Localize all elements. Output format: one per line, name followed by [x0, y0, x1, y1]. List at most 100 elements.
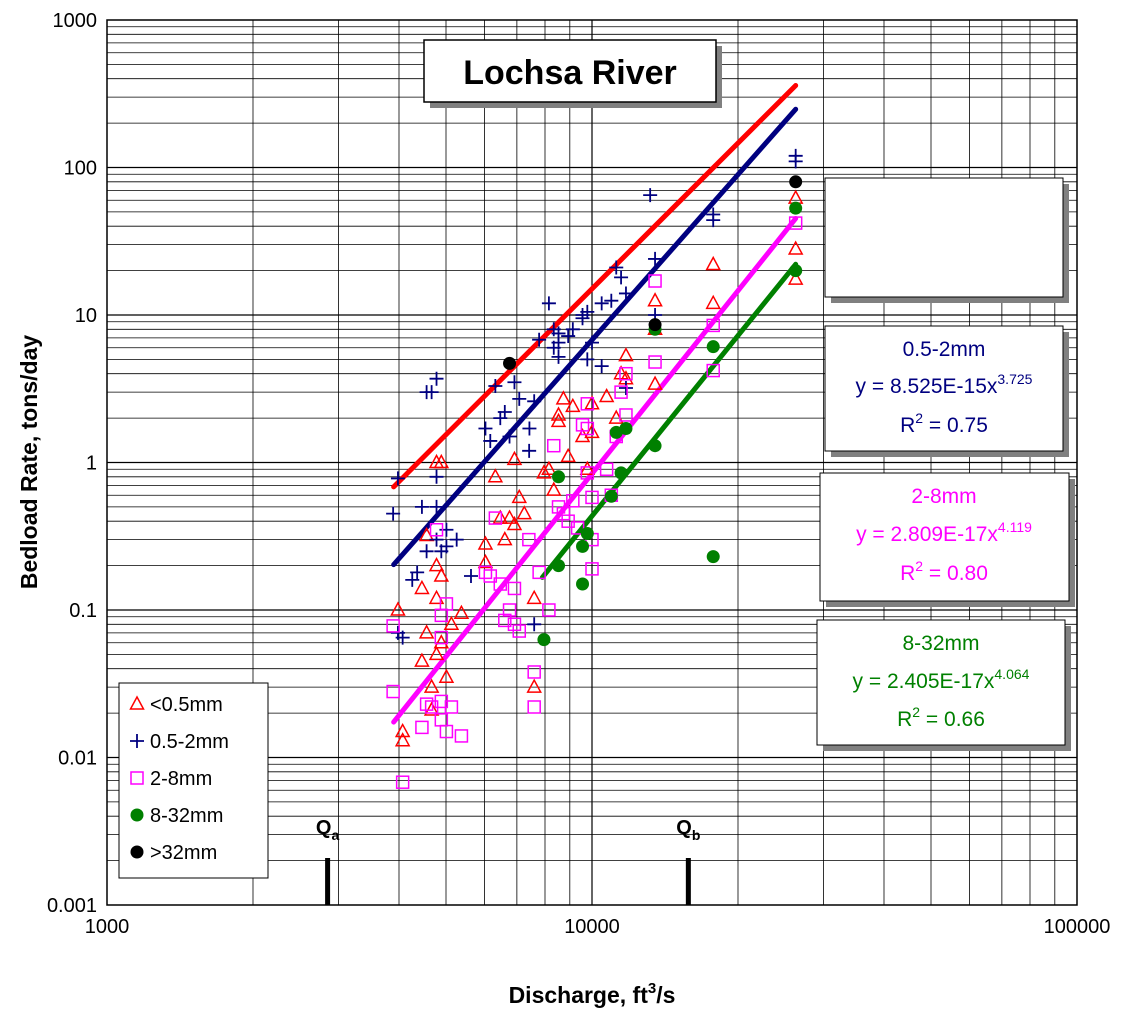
- data-point: [429, 499, 444, 514]
- data-point: [419, 544, 434, 559]
- data-point: [580, 397, 595, 411]
- data-point: [493, 577, 508, 591]
- x-axis-title-main: Discharge, ft: [509, 982, 649, 1008]
- data-point: [648, 251, 663, 266]
- data-point: [619, 366, 633, 381]
- data-point: [433, 567, 450, 582]
- data-point: [594, 359, 609, 374]
- data-point: [594, 296, 609, 311]
- y-tick-label: 1: [86, 453, 97, 475]
- legend-label: 8-32mm: [150, 805, 223, 827]
- data-point: [648, 274, 662, 288]
- chart-title: Lochsa River: [463, 54, 677, 92]
- data-point: [599, 462, 614, 476]
- data-point: [547, 438, 561, 453]
- data-point: [584, 395, 600, 410]
- blank-box-frame: [824, 177, 1064, 298]
- data-point: [613, 365, 629, 380]
- legend-items: <0.5mm 0.5-2mm 2-8mm 8-32mm >32mm: [129, 694, 229, 864]
- y-tick-label: 0.01: [58, 748, 97, 770]
- data-point: [405, 572, 420, 587]
- eq-r2-value: = 0.75: [923, 414, 988, 437]
- data-point: [414, 652, 430, 667]
- data-point: [497, 404, 512, 419]
- data-point: [395, 775, 410, 789]
- eq-r2-label: R: [900, 562, 915, 585]
- data-point: [419, 697, 434, 711]
- fit-line: [391, 215, 799, 725]
- data-point: [546, 481, 562, 496]
- data-point: [449, 532, 464, 547]
- data-point: [706, 318, 720, 333]
- data-point: [614, 466, 628, 480]
- data-point: [706, 363, 720, 378]
- data-point: [443, 615, 460, 631]
- data-point: [788, 216, 803, 230]
- data-point: [648, 439, 662, 453]
- data-point: [438, 668, 455, 683]
- data-point: [522, 421, 537, 436]
- data-point: [575, 418, 590, 432]
- data-point: [576, 577, 590, 591]
- data-point: [565, 397, 581, 413]
- q-marker-subscript: a: [331, 827, 339, 843]
- data-point: [580, 421, 595, 436]
- data-point: [536, 464, 552, 479]
- data-point: [483, 569, 498, 583]
- y-tick-label: 0.001: [47, 895, 97, 917]
- data-point: [483, 433, 498, 448]
- data-point: [415, 720, 429, 735]
- eq-formula-exp: 3.725: [997, 371, 1032, 387]
- data-point: [410, 565, 425, 580]
- data-point: [527, 665, 541, 679]
- data-point: [522, 532, 536, 547]
- data-point: [502, 603, 517, 617]
- data-point: [516, 505, 533, 520]
- eq-formula: y = 2.405E-17x4.064: [853, 666, 1030, 693]
- data-point: [478, 565, 493, 580]
- legend-marker: [130, 845, 144, 859]
- data-point: [444, 700, 459, 714]
- y-tick-label: 10: [75, 305, 97, 327]
- data-point: [705, 294, 721, 310]
- data-point: [498, 613, 512, 628]
- data-point: [477, 535, 494, 550]
- data-point: [386, 684, 400, 699]
- data-point: [618, 347, 634, 362]
- data-point: [477, 553, 494, 569]
- x-axis-title-tail: /s: [656, 982, 675, 1008]
- data-point: [463, 569, 478, 584]
- x-axis-title: Discharge, ft3/s: [509, 980, 676, 1008]
- data-point: [585, 562, 599, 576]
- fit-line: [391, 106, 799, 568]
- data-point: [439, 597, 454, 611]
- data-point: [619, 408, 633, 422]
- data-point: [428, 645, 445, 661]
- eq-box-frame: [819, 472, 1070, 602]
- data-point: [492, 509, 509, 524]
- data-point: [552, 559, 566, 573]
- q-marker-letter: Q: [316, 817, 332, 839]
- fit-line: [539, 261, 799, 580]
- data-point: [706, 213, 721, 228]
- data-point: [439, 724, 454, 739]
- eq-formula: y = 8.525E-15x3.725: [856, 371, 1033, 398]
- eq-formula: y = 2.809E-17x4.119: [856, 519, 1032, 546]
- data-point: [788, 154, 803, 169]
- data-point: [386, 619, 400, 633]
- data-point: [789, 175, 803, 189]
- data-point: [618, 380, 633, 395]
- legend-marker: [129, 695, 145, 710]
- data-point: [532, 565, 546, 580]
- data-point: [787, 270, 804, 285]
- data-point: [580, 352, 595, 367]
- data-point: [414, 579, 430, 595]
- title-frame: [423, 39, 717, 103]
- data-point: [386, 506, 401, 521]
- data-point: [551, 349, 566, 364]
- x-tick-label: 1000: [85, 916, 130, 938]
- data-point: [527, 394, 542, 409]
- legend-label: 0.5-2mm: [150, 731, 229, 753]
- x-axis-title-sup: 3: [648, 980, 656, 997]
- data-point: [706, 340, 720, 354]
